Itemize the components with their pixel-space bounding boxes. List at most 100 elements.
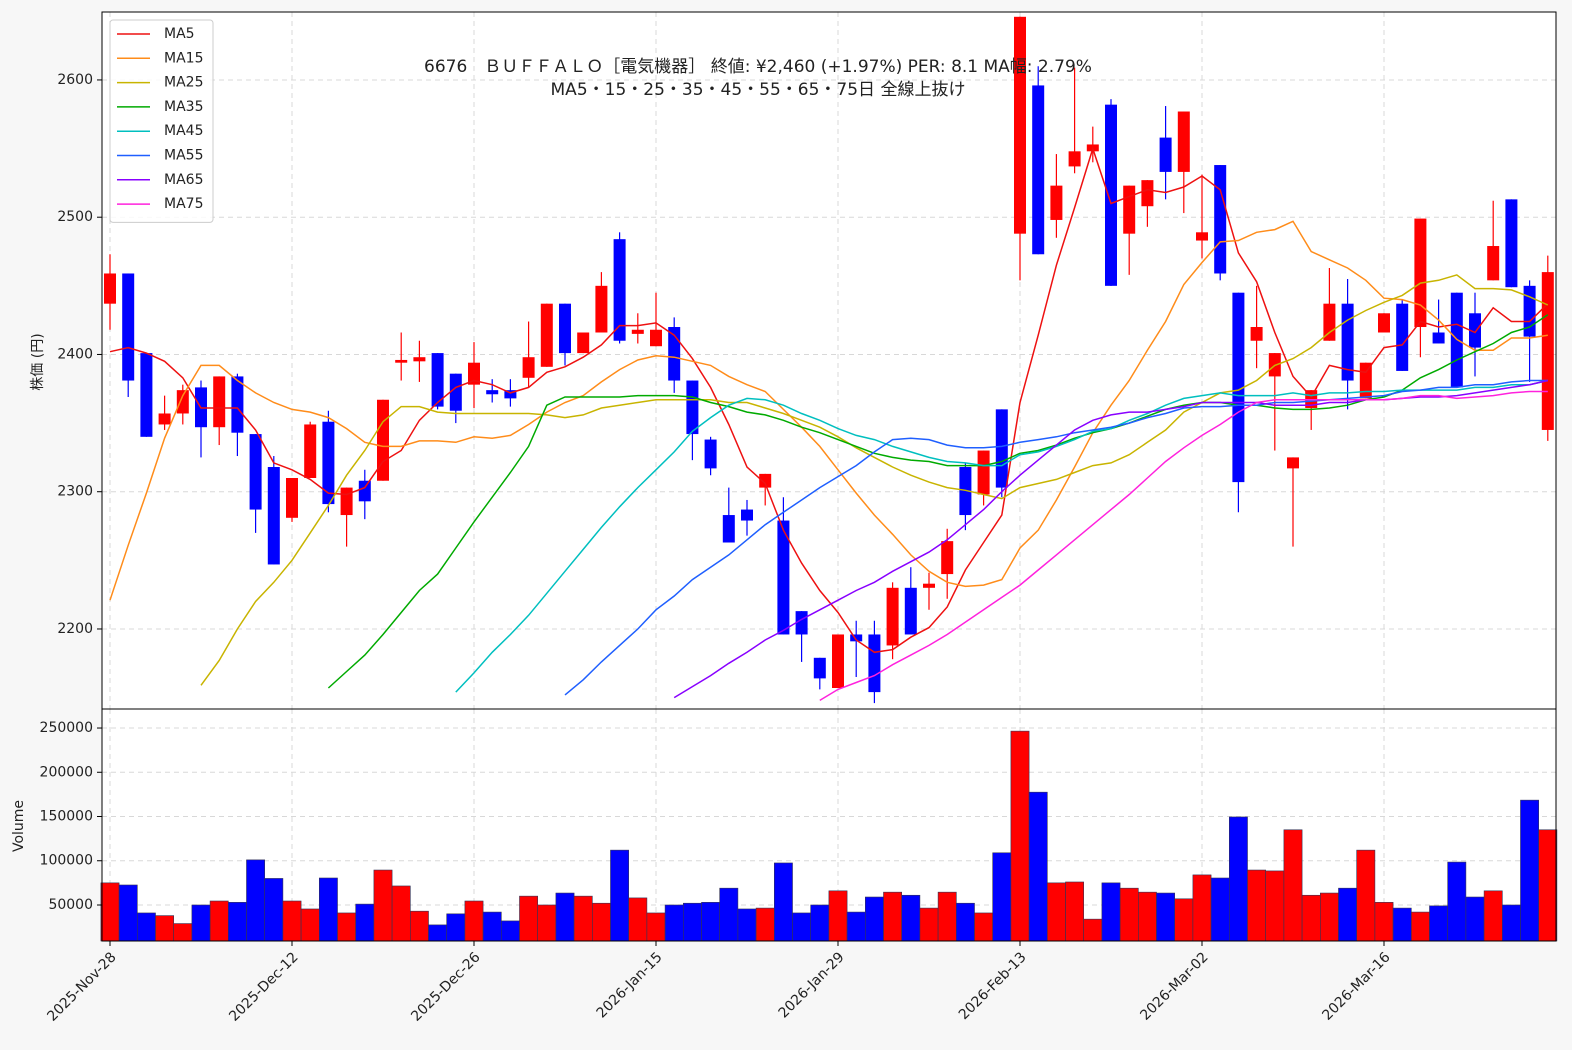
y-tick-label: 2500 <box>57 209 93 225</box>
candle-body <box>941 541 954 575</box>
volume-bar <box>1338 887 1358 942</box>
ma-line <box>109 146 1549 654</box>
candle-body <box>1487 246 1500 281</box>
volume-bar <box>846 911 866 942</box>
candle-body <box>486 390 499 395</box>
volume-bar <box>682 902 702 942</box>
x-tick-label: 2026-Mar-16 <box>1319 949 1393 1023</box>
volume-bar <box>1156 892 1176 942</box>
volume-bar <box>1083 918 1103 942</box>
candle-body <box>1359 362 1372 399</box>
volume-bar <box>300 908 320 942</box>
ma-line <box>200 274 1549 686</box>
candle-body <box>1214 165 1227 274</box>
candle-body <box>540 303 553 367</box>
candle-body <box>995 409 1008 488</box>
y-tick-label: 250000 <box>40 720 93 736</box>
candle-body <box>431 353 444 407</box>
volume-bar <box>1210 877 1230 942</box>
candle-body <box>176 390 189 414</box>
volume-bar <box>191 904 211 942</box>
candle-body <box>1177 111 1190 172</box>
candle-body <box>559 303 571 354</box>
volume-bar <box>1229 816 1248 942</box>
volume-bar <box>1119 887 1139 942</box>
volume-bar <box>1411 911 1430 942</box>
volume-bar <box>1447 861 1467 942</box>
volume-bar <box>428 924 448 942</box>
legend-label: MA15 <box>164 50 203 66</box>
volume-bar <box>100 882 120 942</box>
volume-bar <box>828 890 848 942</box>
volume-bar <box>883 891 903 942</box>
volume-bar <box>246 859 266 942</box>
candle-body <box>140 353 153 437</box>
candle-body <box>650 329 662 347</box>
ma-line <box>109 220 1548 601</box>
volume-bar <box>137 912 156 942</box>
ma-line <box>564 379 1548 696</box>
volume-bar <box>337 912 357 942</box>
candle-body <box>522 357 535 378</box>
volume-bar <box>755 907 775 942</box>
candle-body <box>668 327 681 381</box>
volume-bar <box>373 869 393 942</box>
volume-bar <box>792 912 812 942</box>
candle-body <box>886 587 899 646</box>
y-tick-label: 2200 <box>57 621 93 637</box>
volume-bar <box>1010 730 1030 942</box>
candle-body <box>1050 185 1063 220</box>
volume-bar <box>937 891 957 942</box>
candle-body <box>1469 313 1481 348</box>
x-tick-label: 2025-Dec-12 <box>226 949 301 1024</box>
volume-bar <box>719 887 739 942</box>
ma-line <box>455 379 1548 693</box>
candle-body <box>595 285 608 333</box>
candle-body <box>1141 180 1154 207</box>
candle-body <box>1541 272 1554 430</box>
volume-bar <box>355 903 375 942</box>
candle-body <box>249 434 262 510</box>
candle-body <box>1232 292 1245 483</box>
volume-axis-label: Volume <box>11 800 27 852</box>
volume-bar <box>591 902 611 942</box>
chart-subtitle: MA5・15・25・35・45・55・65・75日 全線上抜け <box>551 80 966 100</box>
volume-bar <box>646 912 666 942</box>
volume-bar <box>974 912 994 942</box>
candle-body <box>1414 218 1427 328</box>
volume-bar <box>1028 791 1048 942</box>
candle-body <box>413 357 426 362</box>
candle-body <box>813 657 826 679</box>
candle-body <box>1505 199 1518 288</box>
candle-body <box>1032 85 1045 255</box>
volume-bar <box>519 895 539 942</box>
candle-body <box>1123 185 1136 234</box>
volume-bar <box>1174 898 1194 942</box>
volume-bar <box>901 894 921 942</box>
y-tick-label: 2300 <box>57 484 93 500</box>
candle-body <box>1014 16 1026 234</box>
candle-body <box>267 467 280 565</box>
candle-body <box>722 515 735 543</box>
volume-bar <box>1392 907 1412 942</box>
candle-body <box>122 273 135 381</box>
volume-bar <box>1429 905 1449 942</box>
volume-bar <box>409 910 429 942</box>
volume-bar <box>1374 902 1394 942</box>
volume-bar <box>1465 896 1485 942</box>
volume-bar <box>118 884 138 942</box>
candle-body <box>231 376 244 433</box>
volume-bar <box>955 902 975 942</box>
candle-body <box>868 634 881 693</box>
volume-bar <box>1138 891 1157 942</box>
volume-bar <box>610 849 630 942</box>
volume-bar <box>264 878 284 942</box>
y-tick-label: 150000 <box>40 809 93 825</box>
volume-bar <box>1283 829 1303 942</box>
volume-bar <box>1356 849 1376 942</box>
candle-body <box>1196 232 1208 241</box>
candle-body <box>104 273 116 304</box>
candle-body <box>1432 332 1445 344</box>
volume-bar <box>500 920 520 942</box>
